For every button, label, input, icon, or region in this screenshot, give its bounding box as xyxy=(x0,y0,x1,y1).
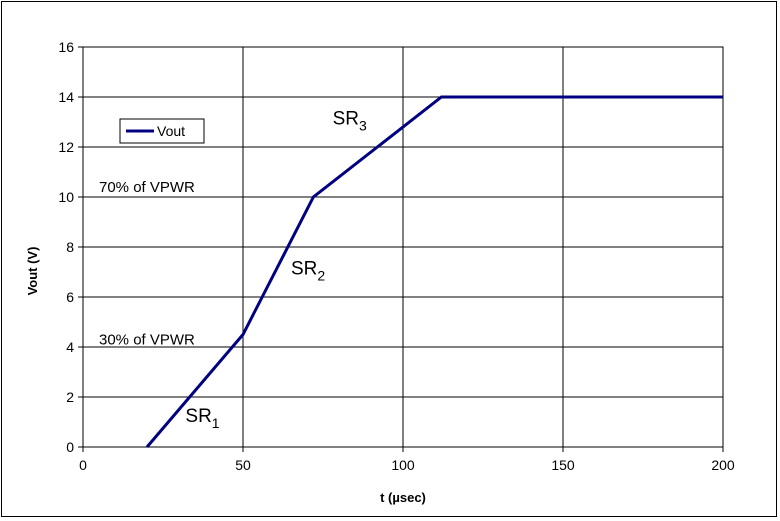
y-tick-label: 14 xyxy=(58,89,74,105)
annotation-pct70-text: 70% of VPWR xyxy=(99,179,195,196)
y-axis-ticks: 0 2 4 6 8 10 12 14 16 xyxy=(58,39,83,455)
x-axis-ticks: 0 50 100 150 200 xyxy=(79,447,735,473)
legend: Vout xyxy=(119,118,205,144)
y-tick-label: 2 xyxy=(66,389,74,405)
annotation-pct70: 70% of VPWR xyxy=(99,179,195,196)
y-tick-label: 12 xyxy=(58,139,74,155)
annotation-sr1-subscript: 1 xyxy=(212,415,220,431)
series-line-vout xyxy=(145,95,723,448)
annotation-sr3-subscript: 3 xyxy=(359,118,367,134)
y-tick-label: 10 xyxy=(58,189,74,205)
annotation-pct30: 30% of VPWR xyxy=(99,332,195,349)
annotation-sr2-subscript: 2 xyxy=(317,268,325,284)
y-tick-label: 6 xyxy=(66,289,74,305)
y-tick-label: 0 xyxy=(66,439,74,455)
legend-label-vout: Vout xyxy=(157,123,185,139)
x-tick-label: 100 xyxy=(391,457,415,473)
x-tick-label: 200 xyxy=(711,457,735,473)
x-tick-label: 150 xyxy=(551,457,575,473)
x-tick-label: 50 xyxy=(235,457,251,473)
x-tick-label: 0 xyxy=(79,457,87,473)
annotation-sr3-text: SR xyxy=(333,109,359,130)
y-tick-label: 4 xyxy=(66,339,74,355)
annotation-sr3: SR3 xyxy=(333,109,367,134)
x-axis-label: t (µsec) xyxy=(380,490,426,505)
series-layer xyxy=(145,95,723,448)
y-axis-label: Vout (V) xyxy=(25,247,40,296)
y-tick-label: 8 xyxy=(66,239,74,255)
y-tick-label: 16 xyxy=(58,39,74,55)
annotation-sr1-text: SR xyxy=(185,406,211,427)
grid-lines xyxy=(82,46,724,448)
annotation-pct30-text: 30% of VPWR xyxy=(99,332,195,349)
annotation-sr2-text: SR xyxy=(291,259,317,280)
annotation-sr2: SR2 xyxy=(291,259,325,284)
annotation-sr1: SR1 xyxy=(185,406,219,431)
